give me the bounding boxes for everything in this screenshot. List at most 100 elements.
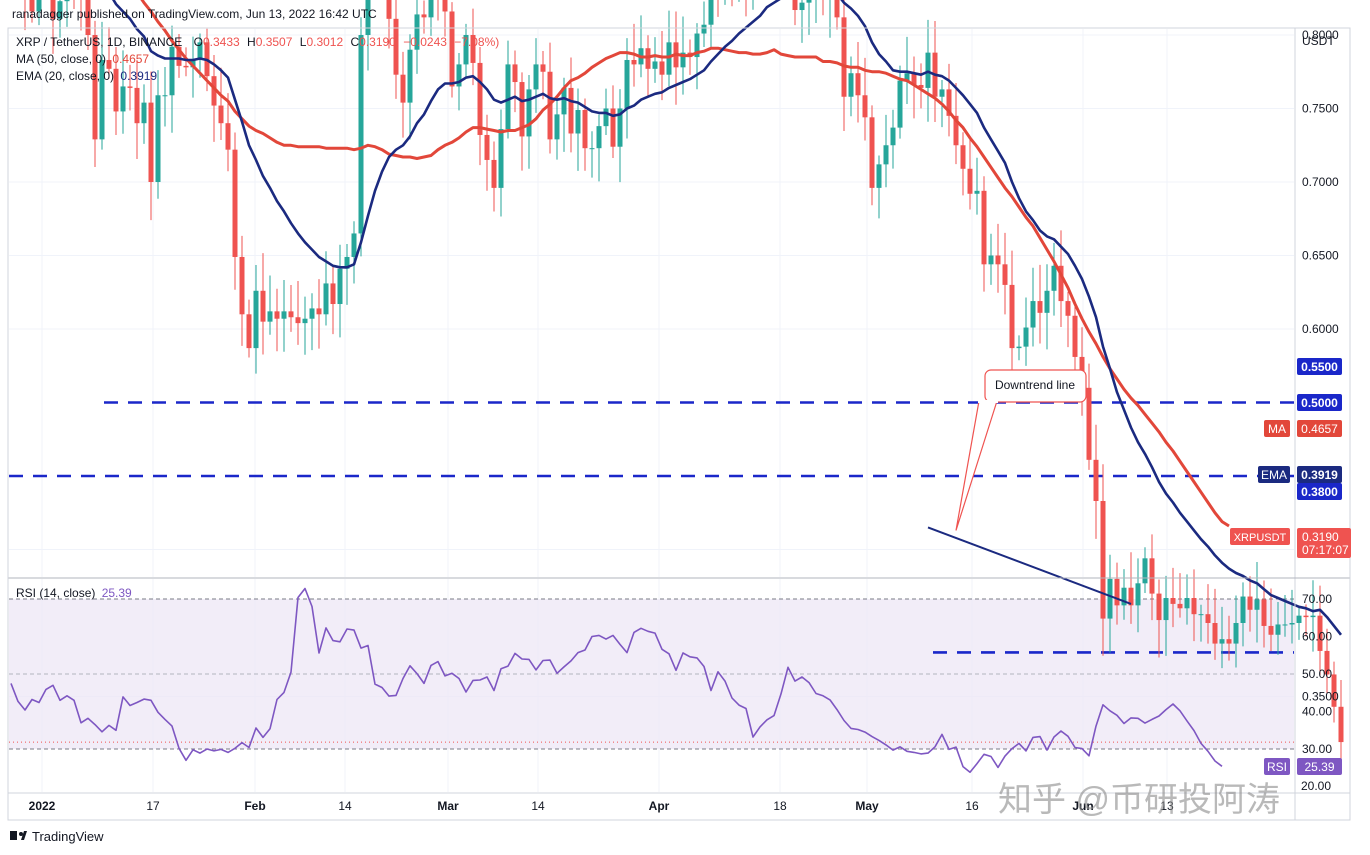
candle: [134, 60, 140, 159]
candle-body: [316, 308, 322, 315]
rsi-axis-ticks[interactable]: 70.00 60.00 50.00 40.00 30.00: [1302, 592, 1332, 756]
candle: [1100, 464, 1106, 656]
candle: [1114, 562, 1120, 625]
candle-body: [1051, 265, 1057, 291]
candle-body: [1184, 598, 1190, 609]
candle-body: [1289, 623, 1295, 625]
candle: [652, 37, 658, 83]
candle: [365, 0, 371, 71]
candle-body: [1310, 615, 1316, 618]
time-axis-label: Mar: [437, 799, 459, 813]
downtrend-line[interactable]: [927, 526, 1132, 605]
candle-body: [883, 145, 889, 165]
candle-body: [36, 0, 42, 12]
badge-rsi[interactable]: RSI 25.39: [1264, 758, 1342, 775]
rsi-legend-value: 25.39: [102, 586, 132, 600]
badge-level-500[interactable]: 0.5000: [1297, 394, 1342, 411]
candle: [918, 63, 924, 109]
tradingview-logo[interactable]: TradingView: [10, 829, 104, 844]
candle: [260, 253, 266, 355]
badge-level-380[interactable]: 0.3800: [1297, 483, 1342, 500]
ohlc-open: 0.3433: [203, 35, 240, 49]
rsi-line[interactable]: [10, 587, 1223, 774]
badge-symbol-price[interactable]: XRPUSDT 0.3190 07:17:07: [1230, 528, 1351, 558]
candle-body: [148, 102, 154, 182]
candle: [738, 0, 740, 2]
candle-body: [211, 76, 217, 106]
candle-body: [1226, 639, 1232, 644]
candle: [1268, 588, 1274, 651]
candle: [309, 293, 315, 351]
downtrend-annotation[interactable]: Downtrend line: [955, 369, 1087, 531]
legend-ema-line[interactable]: EMA (20, close, 0) 0.3919: [16, 69, 157, 83]
candle: [113, 47, 119, 135]
candle-body: [1002, 264, 1008, 285]
candle-body: [904, 73, 910, 81]
candle: [428, 0, 434, 36]
candle: [1296, 606, 1302, 640]
legend-rsi-line[interactable]: RSI (14, close) 25.39: [16, 586, 132, 600]
candle-body: [869, 117, 875, 188]
candle: [526, 74, 532, 169]
candle-body: [554, 114, 560, 140]
candle-body: [1324, 650, 1330, 675]
time-axis-label: 13: [1160, 799, 1174, 813]
candle: [1198, 604, 1204, 642]
candle-body: [302, 318, 308, 324]
rsi-tick-label: 50.00: [1302, 667, 1332, 681]
candle: [246, 299, 252, 358]
candle-body: [176, 46, 182, 66]
candle: [36, 0, 42, 26]
ma-label: MA (50, close, 0): [16, 52, 106, 66]
candle: [183, 47, 189, 77]
horizontal-levels[interactable]: [9, 401, 1294, 654]
candle: [974, 157, 980, 215]
candle-body: [806, 0, 812, 3]
candle-body: [1107, 578, 1113, 619]
candle-body: [484, 134, 490, 160]
candle: [1142, 547, 1148, 593]
candle: [687, 39, 693, 75]
candle-body: [960, 145, 966, 169]
candle-body: [995, 255, 1001, 265]
candle: [344, 243, 350, 305]
candle-body: [540, 64, 546, 72]
candle-body: [407, 49, 413, 103]
ohlc-l-key: L: [300, 35, 307, 49]
ohlc-close: 0.3190: [359, 35, 396, 49]
candle-body: [295, 317, 301, 324]
candle: [351, 221, 357, 284]
candle-body: [834, 0, 840, 18]
badge-level-550[interactable]: 0.5500: [1297, 358, 1342, 375]
price-axis-unit: USDT: [1302, 34, 1335, 48]
candle: [155, 70, 161, 199]
candle-body: [617, 108, 623, 147]
candle: [1163, 575, 1169, 656]
candle: [1009, 250, 1015, 372]
published-line: ranadagger published on TradingView.com,…: [12, 7, 377, 21]
time-axis-labels[interactable]: 2022 17 Feb 14 Mar 14 Apr 18 May 16 Jun 13: [29, 799, 1174, 813]
candle: [302, 296, 308, 355]
badge-ma[interactable]: MA 0.4657: [1264, 420, 1342, 437]
candle-body: [449, 11, 455, 87]
candle: [50, 0, 56, 54]
candle-body: [1072, 315, 1078, 357]
ma-50-line[interactable]: [11, 0, 1230, 528]
candle-body: [512, 64, 518, 83]
candle-body: [1023, 327, 1029, 347]
legend-ma-line[interactable]: MA (50, close, 0) 0.4657: [16, 52, 149, 66]
candle-body: [344, 256, 350, 269]
candle: [645, 35, 651, 96]
candle: [288, 284, 294, 332]
candle: [1149, 534, 1155, 621]
candle: [169, 25, 175, 133]
candle-body: [1254, 599, 1260, 610]
candle: [407, 34, 413, 140]
candle: [148, 71, 154, 221]
candle-body: [939, 89, 945, 97]
badge-ema[interactable]: EMA 0.3919: [1258, 466, 1342, 483]
candle: [1023, 297, 1029, 366]
candle: [806, 0, 812, 35]
ema-20-line[interactable]: [11, 0, 1343, 636]
